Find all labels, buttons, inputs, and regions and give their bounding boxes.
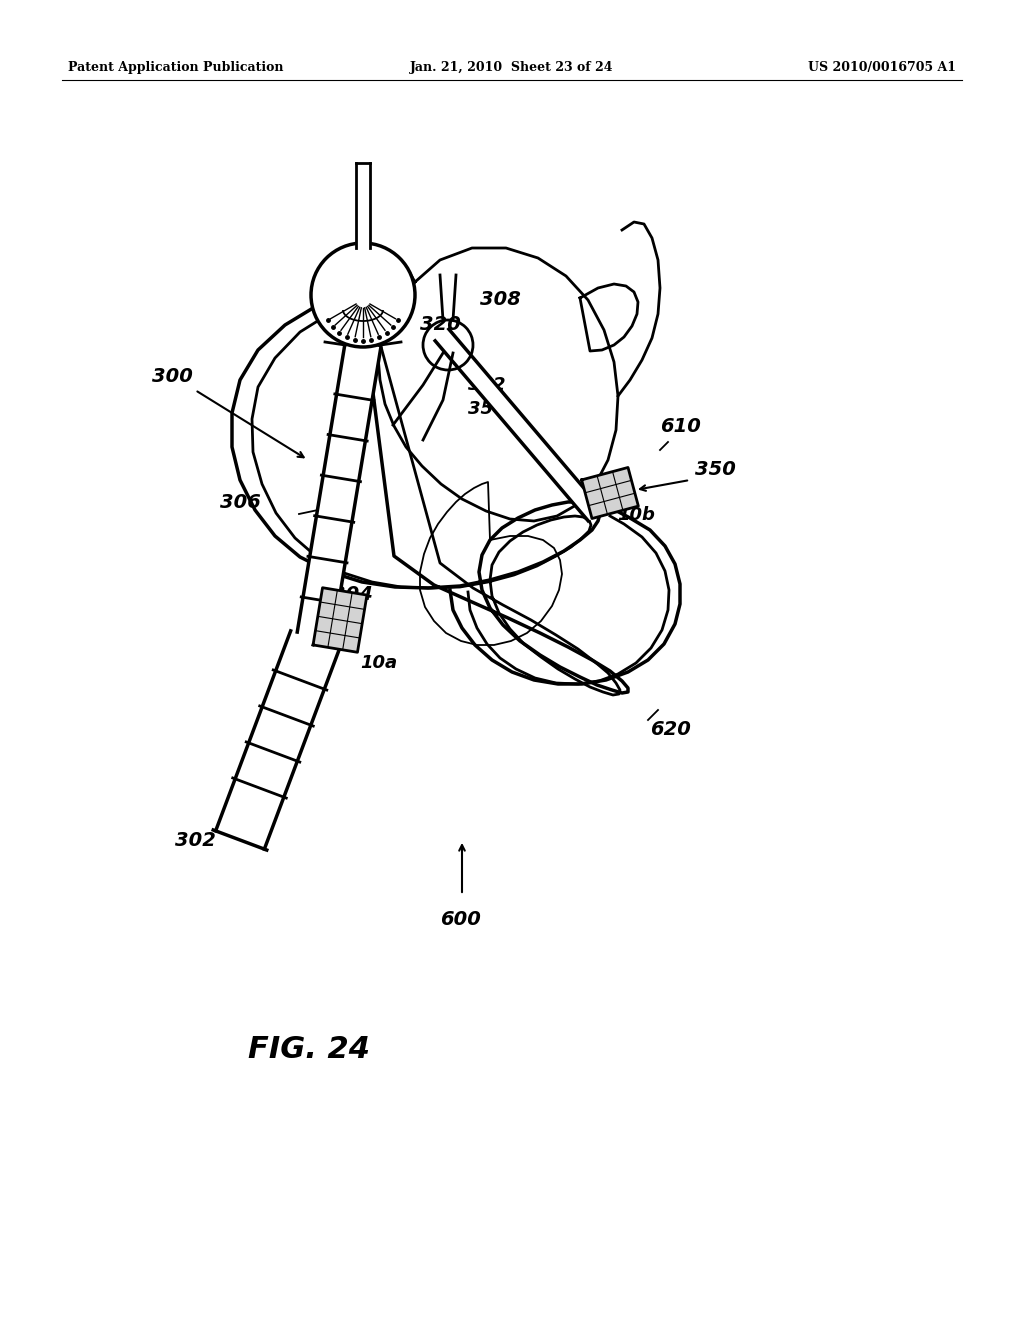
Text: Patent Application Publication: Patent Application Publication <box>68 61 284 74</box>
Text: US 2010/0016705 A1: US 2010/0016705 A1 <box>808 61 956 74</box>
Text: 610: 610 <box>660 417 700 436</box>
Polygon shape <box>435 329 602 521</box>
Text: 302: 302 <box>175 832 216 850</box>
Circle shape <box>311 243 415 347</box>
Text: 300: 300 <box>152 367 193 385</box>
Text: 350: 350 <box>695 459 736 479</box>
Text: 320: 320 <box>420 315 461 334</box>
Polygon shape <box>356 162 370 248</box>
Text: 354: 354 <box>468 400 506 418</box>
Text: 620: 620 <box>650 719 691 739</box>
Text: 600: 600 <box>440 909 481 929</box>
Text: 304: 304 <box>332 585 373 605</box>
Text: 10a: 10a <box>360 653 397 672</box>
Polygon shape <box>297 342 381 638</box>
Text: 306: 306 <box>220 492 261 512</box>
Text: 352: 352 <box>468 376 506 393</box>
Polygon shape <box>313 587 367 652</box>
Polygon shape <box>582 467 638 519</box>
Text: 308: 308 <box>480 290 521 309</box>
Text: 10b: 10b <box>617 506 655 524</box>
Text: Jan. 21, 2010  Sheet 23 of 24: Jan. 21, 2010 Sheet 23 of 24 <box>411 61 613 74</box>
Text: FIG. 24: FIG. 24 <box>248 1035 370 1064</box>
Polygon shape <box>216 631 339 849</box>
Polygon shape <box>325 342 401 345</box>
